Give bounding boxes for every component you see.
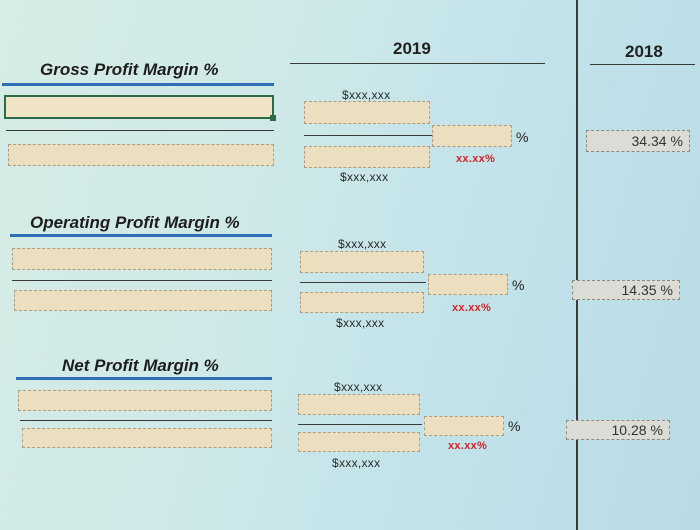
denominator-hint: $xxx,xxx (340, 170, 389, 184)
gross-profit-margin-title: Gross Profit Margin % (40, 60, 219, 79)
net-profit-margin-title: Net Profit Margin % (62, 356, 219, 375)
operating-profit-denominator-label-input[interactable] (14, 290, 272, 311)
prior-year-unit: % (670, 133, 683, 149)
prior-year-value: 10.28 (611, 422, 647, 438)
gross-profit-2018-value: 34.34 % (586, 130, 690, 152)
net-profit-denominator-label-input[interactable] (22, 428, 272, 448)
prior-year-unit: % (650, 422, 663, 438)
prior-year-unit: % (660, 282, 673, 298)
fraction-line (304, 135, 432, 136)
gross-profit-denominator-label-input[interactable] (8, 144, 274, 166)
fraction-line (300, 282, 426, 283)
operating-profit-denominator-input[interactable] (300, 292, 424, 313)
section-title-underline (2, 83, 274, 86)
operating-profit-numerator-input[interactable] (300, 251, 424, 273)
header-underline-2018 (590, 64, 695, 65)
net-profit-2018-value: 10.28 % (566, 420, 670, 440)
year-header-2018: 2018 (625, 42, 663, 61)
ratio-hint: xx.xx% (452, 302, 492, 314)
header-underline-2019 (290, 63, 545, 64)
net-profit-numerator-label-input[interactable] (18, 390, 272, 411)
gross-profit-ratio-input[interactable] (432, 125, 512, 147)
net-profit-denominator-input[interactable] (298, 432, 420, 452)
ratio-hint: xx.xx% (448, 440, 488, 452)
year-header-2019: 2019 (393, 39, 431, 58)
denominator-hint: $xxx,xxx (332, 456, 381, 470)
section-title-underline (10, 234, 272, 237)
operating-profit-2018-value: 14.35 % (572, 280, 680, 300)
fraction-line (12, 280, 272, 281)
operating-profit-numerator-label-input[interactable] (12, 248, 272, 270)
operating-profit-ratio-input[interactable] (428, 274, 508, 295)
denominator-hint: $xxx,xxx (336, 316, 385, 330)
percent-sign: % (512, 277, 525, 293)
fraction-line (20, 420, 272, 421)
operating-profit-margin-title: Operating Profit Margin % (30, 213, 240, 232)
column-divider (576, 0, 578, 530)
numerator-hint: $xxx,xxx (342, 88, 391, 102)
numerator-hint: $xxx,xxx (338, 237, 387, 251)
prior-year-value: 14.35 (621, 282, 657, 298)
gross-profit-numerator-input[interactable] (304, 101, 430, 124)
net-profit-numerator-input[interactable] (298, 394, 420, 415)
fraction-line (6, 130, 274, 131)
percent-sign: % (516, 129, 529, 145)
fraction-line (298, 424, 422, 425)
gross-profit-numerator-label-input[interactable] (4, 95, 276, 121)
percent-sign: % (508, 418, 521, 434)
prior-year-value: 34.34 (631, 133, 667, 149)
net-profit-ratio-input[interactable] (424, 416, 504, 436)
section-title-underline (16, 377, 272, 380)
ratio-hint: xx.xx% (456, 153, 496, 165)
gross-profit-denominator-input[interactable] (304, 146, 430, 168)
numerator-hint: $xxx,xxx (334, 380, 383, 394)
